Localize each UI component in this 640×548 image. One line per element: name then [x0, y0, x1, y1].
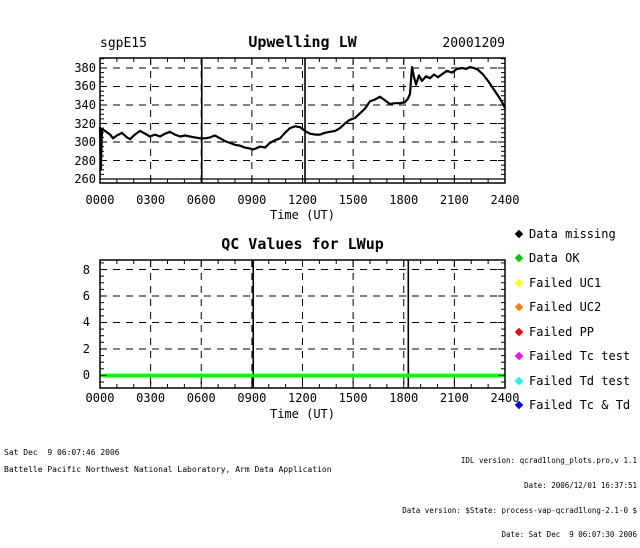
legend-item-label: Failed Td test	[529, 373, 631, 388]
x-tick-label: 0000	[85, 391, 115, 405]
legend-item: Failed Tc test	[514, 349, 631, 363]
y-tick-label: 260	[74, 172, 96, 187]
legend-item: Failed UC1	[514, 275, 602, 290]
x-tick-label: 2100	[439, 193, 469, 207]
legend-item-label: Failed UC1	[529, 275, 602, 290]
x-tick-label: 2400	[490, 391, 520, 405]
x-tick-label: 1500	[338, 391, 368, 405]
legend-item-label: Data missing	[529, 226, 616, 241]
x-tick-label: 0600	[186, 391, 216, 405]
legend-item: Failed Tc & Td	[514, 398, 631, 412]
legend-item: Data OK	[514, 251, 580, 265]
legend-diamond-icon	[514, 229, 524, 238]
x-tick-label: 0300	[136, 193, 166, 207]
y-tick-label: 4	[82, 315, 90, 330]
creation-timestamp: Sat Dec 9 06:07:46 2006	[4, 448, 120, 457]
legend-item-label: Failed UC2	[529, 300, 602, 314]
legend-item-label: Failed PP	[529, 324, 595, 339]
x-tick-label: 1500	[338, 193, 368, 207]
legend-diamond-icon	[514, 376, 524, 385]
plots-canvas	[98, 57, 506, 389]
x-tick-label: 0900	[237, 391, 267, 405]
legend-item: Failed UC2	[514, 300, 602, 314]
idl-version-line: IDL version: qcrad1long_plots.pro,v 1.1	[460, 456, 637, 466]
legend-item-label: Failed Tc test	[529, 349, 631, 363]
x-tick-label: 2400	[490, 193, 520, 207]
y-tick-label: 340	[74, 98, 96, 112]
y-tick-label: 360	[74, 79, 96, 94]
x-tick-label: 0600	[186, 193, 216, 207]
data-version-line: Data version: $State: process-vap-qcrad1…	[402, 505, 637, 515]
y-tick-label: 280	[74, 153, 96, 168]
legend-diamond-icon	[514, 302, 524, 312]
upwelling-lw-trace	[98, 65, 506, 171]
x-tick-label: 1200	[288, 391, 317, 405]
y-tick-label: 2	[82, 341, 90, 356]
version-info-block: IDL version: qcrad1long_plots.pro,v 1.1 …	[402, 441, 637, 548]
legend-diamond-icon	[514, 327, 524, 336]
legend-diamond-icon	[514, 278, 524, 287]
qc-plot-title: QC Values for LWup	[221, 235, 384, 253]
x-tick-label: 0300	[136, 391, 166, 405]
y-tick-label: 6	[82, 289, 90, 303]
qc-x-axis-title: Time (UT)	[269, 407, 336, 421]
legend-diamond-icon	[514, 400, 524, 410]
legend-diamond-icon	[514, 351, 524, 361]
y-tick-label: 300	[74, 135, 96, 149]
legend-item: Data missing	[514, 226, 616, 241]
idl-date-line: Date: 2006/12/01 16:37:51	[524, 481, 637, 491]
data-date-line: Date: Sat Dec 9 06:07:30 2006	[501, 530, 637, 540]
legend-item: Failed PP	[514, 324, 595, 339]
x-tick-label: 0000	[85, 193, 115, 207]
legend-item-label: Data OK	[529, 251, 580, 265]
x-tick-label: 0900	[237, 193, 267, 207]
legend-item-label: Failed Tc & Td	[529, 398, 631, 412]
y-tick-label: 320	[74, 116, 96, 131]
x-tick-label: 1800	[389, 391, 419, 405]
upwelling-plot-title: Upwelling LW	[248, 33, 357, 51]
y-tick-label: 8	[82, 262, 90, 277]
legend-item: Failed Td test	[514, 373, 631, 388]
y-tick-label: 380	[74, 60, 96, 75]
date-label: 20001209	[442, 36, 505, 51]
site-label: sgpE15	[100, 36, 147, 51]
x-tick-label: 1800	[389, 193, 419, 207]
y-tick-label: 0	[82, 368, 90, 383]
qcrad-plot-page: { "header": { "site": "sgpE15", "date": …	[4, 33, 637, 539]
legend-diamond-icon	[514, 253, 524, 263]
organization-label: Battelle Pacific Northwest National Labo…	[4, 465, 332, 474]
x-tick-label: 1200	[288, 193, 317, 207]
x-tick-label: 2100	[439, 391, 469, 405]
upwelling-x-axis-title: Time (UT)	[269, 208, 336, 222]
